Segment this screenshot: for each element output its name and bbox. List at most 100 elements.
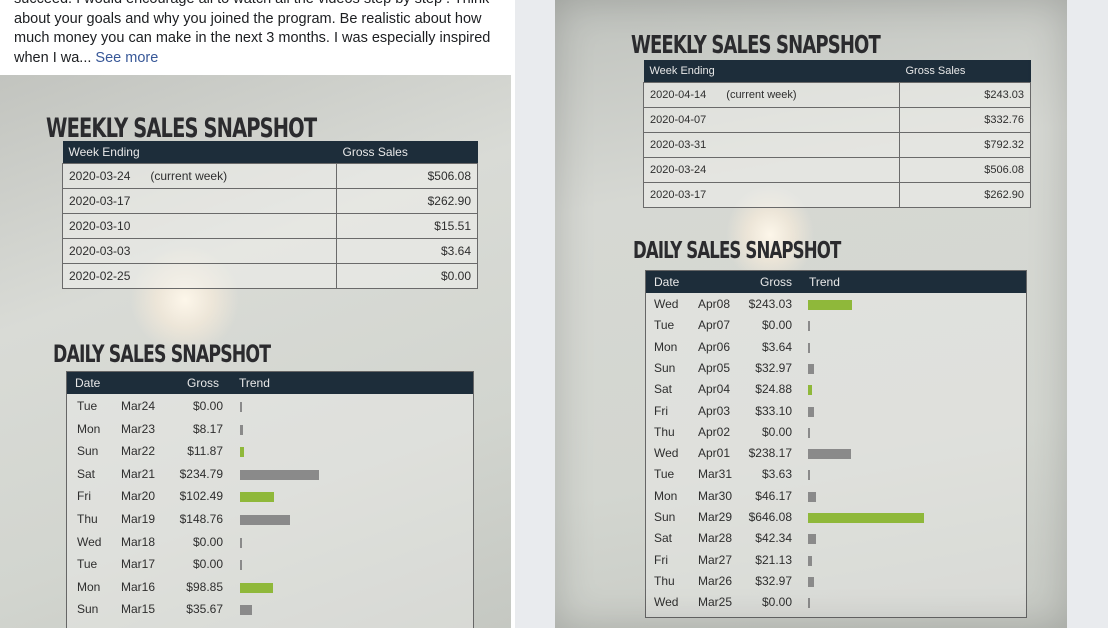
daily-row: Fri Mar20 $102.49 xyxy=(67,486,473,508)
date-cell: Mar27 xyxy=(698,552,733,567)
day-cell: Sun xyxy=(77,444,99,459)
daily-table-header: Date Gross Trend xyxy=(646,271,1026,293)
week-ending-cell: 2020-03-24 (current week) xyxy=(62,163,337,189)
gross-cell: $0.00 xyxy=(192,557,223,572)
gross-sales-cell: $243.03 xyxy=(899,82,1031,108)
gross-cell: $0.00 xyxy=(192,534,223,549)
date-cell: Apr07 xyxy=(698,318,731,333)
week-date: 2020-03-24 xyxy=(650,164,707,176)
post-photo-left[interactable]: WEEKLY SALES SNAPSHOT Week Ending Gross … xyxy=(0,75,511,628)
weekly-row: 2020-03-03 $3.64 xyxy=(62,238,478,264)
day-cell: Sat xyxy=(654,531,673,546)
daily-row: Wed Mar18 $0.00 xyxy=(67,532,473,554)
gross-sales-cell: $262.90 xyxy=(336,188,478,214)
trend-bar xyxy=(808,342,810,353)
trend-bar xyxy=(240,402,242,412)
date-cell: Mar31 xyxy=(698,467,733,482)
gross-sales-cell: $262.90 xyxy=(899,182,1031,208)
daily-row: Mon Apr06 $3.64 xyxy=(646,337,1026,359)
date-cell: Mar30 xyxy=(698,488,733,503)
week-ending-cell: 2020-03-17 xyxy=(62,188,337,214)
gross-cell: $0.00 xyxy=(192,399,223,413)
week-date: 2020-02-25 xyxy=(69,269,131,283)
day-cell: Wed xyxy=(654,446,679,461)
date-cell: Apr04 xyxy=(698,382,731,397)
date-cell: Mar16 xyxy=(121,579,156,594)
gross-cell: $3.64 xyxy=(761,339,792,354)
gross-sales-cell: $3.64 xyxy=(336,238,478,264)
date-cell: Mar22 xyxy=(121,444,156,459)
trend-bar xyxy=(808,363,814,374)
day-cell: Thu xyxy=(654,424,675,439)
week-date: 2020-03-17 xyxy=(650,189,707,201)
col-header-gross-sales: Gross Sales xyxy=(899,60,1031,83)
date-cell: Mar24 xyxy=(121,399,156,413)
gross-sales-cell: $0.00 xyxy=(336,263,478,289)
gross-sales-cell: $792.32 xyxy=(899,132,1031,158)
gross-cell: $0.00 xyxy=(761,318,792,333)
trend-bar xyxy=(808,513,925,523)
col-header-gross-sales: Gross Sales xyxy=(336,141,478,164)
week-ending-cell: 2020-04-14 (current week) xyxy=(643,82,900,108)
weekly-sales-title: WEEKLY SALES SNAPSHOT xyxy=(631,30,881,59)
gross-cell: $35.67 xyxy=(186,602,223,617)
trend-bar xyxy=(808,555,812,566)
day-cell: Fri xyxy=(77,489,91,504)
gross-cell: $3.63 xyxy=(761,467,792,482)
trend-bar xyxy=(240,447,244,458)
daily-row: Sun Mar29 $646.08 xyxy=(646,507,1026,529)
weekly-row: 2020-03-17 $262.90 xyxy=(643,182,1031,208)
gross-cell: $102.49 xyxy=(179,489,223,504)
date-cell: Apr08 xyxy=(698,297,731,311)
day-cell: Sun xyxy=(654,360,676,375)
weekly-row: 2020-03-24 $506.08 xyxy=(643,157,1031,183)
trend-bar xyxy=(808,576,814,587)
daily-sales-title: DAILY SALES SNAPSHOT xyxy=(633,238,841,264)
trend-bar xyxy=(240,424,243,435)
daily-row: Mon Mar16 $98.85 xyxy=(67,577,473,599)
week-ending-cell: 2020-02-25 xyxy=(62,263,337,289)
day-cell: Fri xyxy=(654,403,668,418)
daily-row: Wed Apr08 $243.03 xyxy=(646,294,1026,316)
current-week-note: (current week) xyxy=(726,89,797,101)
trend-bar xyxy=(808,491,817,502)
col-header-week-ending: Week Ending xyxy=(643,60,900,83)
week-date: 2020-03-10 xyxy=(69,219,131,233)
post-photo-right[interactable]: WEEKLY SALES SNAPSHOT Week Ending Gross … xyxy=(555,0,1067,628)
weekly-row: 2020-03-10 $15.51 xyxy=(62,213,478,239)
daily-row: Thu Mar26 $32.97 xyxy=(646,571,1026,593)
date-cell: Mar18 xyxy=(121,534,156,549)
day-cell: Tue xyxy=(654,318,675,333)
gross-sales-cell: $506.08 xyxy=(336,163,478,189)
trend-bar xyxy=(808,406,814,417)
col-header-trend: Trend xyxy=(239,376,270,390)
daily-row: Sat Apr04 $24.88 xyxy=(646,379,1026,401)
trend-bar xyxy=(808,427,810,438)
daily-row: Fri Mar27 $21.13 xyxy=(646,550,1026,572)
week-ending-cell: 2020-03-31 xyxy=(643,132,900,158)
trend-bar xyxy=(808,470,810,481)
week-ending-cell: 2020-03-24 xyxy=(643,157,900,183)
trend-bar xyxy=(240,605,252,616)
gross-cell: $646.08 xyxy=(748,510,792,524)
day-cell: Tue xyxy=(654,467,675,482)
daily-row: Wed Apr01 $238.17 xyxy=(646,443,1026,465)
gross-cell: $148.76 xyxy=(179,512,223,526)
day-cell: Mon xyxy=(654,339,678,354)
col-header-date: Date xyxy=(75,376,101,390)
day-cell: Mon xyxy=(77,579,101,594)
date-cell: Apr06 xyxy=(698,339,731,354)
week-date: 2020-03-03 xyxy=(69,244,131,258)
col-header-trend: Trend xyxy=(809,275,840,289)
day-cell: Sun xyxy=(654,510,676,524)
weekly-row: 2020-03-17 $262.90 xyxy=(62,188,478,214)
daily-row: Sat Mar21 $234.79 xyxy=(67,464,473,486)
daily-table-header: Date Gross Trend xyxy=(67,372,473,394)
see-more-link[interactable]: See more xyxy=(95,49,159,66)
trend-bar xyxy=(240,469,319,480)
trend-bar xyxy=(240,537,242,548)
post-text-line: when I wa... See more xyxy=(14,49,504,69)
date-cell: Mar28 xyxy=(698,531,733,546)
gross-sales-cell: $15.51 xyxy=(336,213,478,239)
weekly-row: 2020-04-07 $332.76 xyxy=(643,107,1031,133)
